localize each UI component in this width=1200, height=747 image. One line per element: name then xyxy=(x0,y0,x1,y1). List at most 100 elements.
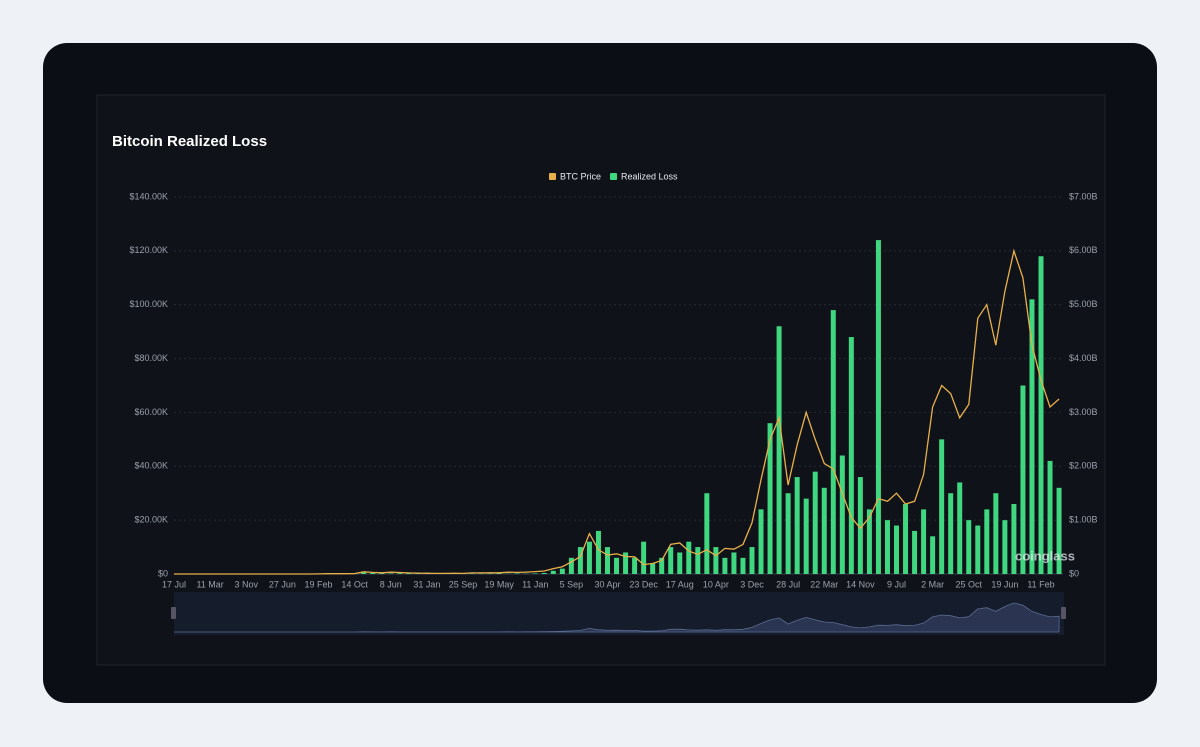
bar xyxy=(668,547,674,574)
price-line xyxy=(174,248,1060,575)
legend-label: BTC Price xyxy=(560,171,601,181)
bar xyxy=(370,572,376,574)
legend-swatch xyxy=(610,173,618,180)
x-tick-label: 31 Jan xyxy=(413,579,440,589)
y-tick-label: $140.00K xyxy=(129,191,168,201)
bar xyxy=(695,547,701,574)
bar xyxy=(1011,503,1017,574)
y2-tick-label: $5.00B xyxy=(1069,299,1098,309)
bar xyxy=(957,482,963,574)
bar xyxy=(704,493,710,574)
x-tick-label: 8 Jun xyxy=(380,579,402,589)
x-tick-label: 14 Nov xyxy=(846,579,875,589)
bar xyxy=(894,525,899,574)
bar xyxy=(939,439,945,574)
bar xyxy=(984,509,990,574)
bar xyxy=(568,557,574,574)
y2-tick-label: $6.00B xyxy=(1069,245,1098,255)
bar xyxy=(614,557,620,574)
bar xyxy=(903,503,909,574)
x-tick-label: 3 Nov xyxy=(234,579,258,589)
y2-tick-label: $1.00B xyxy=(1069,515,1098,525)
y-tick-label: $100.00K xyxy=(129,299,168,309)
bar xyxy=(803,498,809,574)
y-tick-label: $20.00K xyxy=(134,515,168,525)
bar xyxy=(930,536,936,574)
bar xyxy=(595,530,601,574)
bar xyxy=(993,493,999,574)
x-tick-label: 11 Feb xyxy=(1027,579,1054,589)
bar xyxy=(866,509,872,574)
bar xyxy=(767,423,773,574)
bar xyxy=(758,509,764,574)
bar xyxy=(966,520,972,574)
y-tick-label: $40.00K xyxy=(134,461,168,471)
bar xyxy=(541,572,547,574)
bar xyxy=(1047,460,1053,574)
bar xyxy=(388,573,394,574)
x-tick-label: 19 May xyxy=(484,579,514,589)
bar xyxy=(948,493,954,574)
bar xyxy=(550,570,556,574)
bar xyxy=(1002,520,1008,574)
y-tick-label: $60.00K xyxy=(134,407,168,417)
x-tick-label: 22 Mar xyxy=(810,579,838,589)
bar xyxy=(921,509,927,574)
x-tick-label: 10 Apr xyxy=(703,579,729,589)
bar xyxy=(785,493,791,574)
bar xyxy=(1038,256,1044,574)
bar xyxy=(821,487,827,574)
x-tick-label: 11 Jan xyxy=(522,579,548,589)
bar xyxy=(875,240,881,575)
overview-area xyxy=(174,602,1060,633)
y2-tick-label: $0 xyxy=(1069,568,1079,578)
bar xyxy=(397,573,403,574)
x-tick-label: 25 Sep xyxy=(449,579,478,589)
y-tick-label: $0 xyxy=(158,568,168,578)
bar xyxy=(686,541,692,574)
x-tick-label: 27 Jun xyxy=(269,579,296,589)
bar xyxy=(677,552,683,574)
x-tick-label: 19 Feb xyxy=(304,579,332,589)
zoom-handle[interactable] xyxy=(1061,607,1066,619)
y-tick-label: $120.00K xyxy=(129,245,168,255)
legend-label: Realized Loss xyxy=(621,171,678,181)
bar xyxy=(379,573,385,574)
bar xyxy=(1029,299,1035,574)
panel xyxy=(96,94,1106,666)
chart-title: Bitcoin Realized Loss xyxy=(112,133,267,150)
bar xyxy=(532,573,538,574)
bar xyxy=(605,547,610,574)
bar xyxy=(514,573,520,574)
bar xyxy=(659,557,665,574)
x-tick-label: 19 Jun xyxy=(991,579,1018,589)
zoom-handle[interactable] xyxy=(171,607,176,619)
bar xyxy=(975,525,981,574)
bar xyxy=(740,557,746,574)
bar xyxy=(713,547,719,574)
x-tick-label: 3 Dec xyxy=(740,579,764,589)
x-tick-label: 17 Aug xyxy=(666,579,694,589)
bar xyxy=(749,547,755,574)
bar xyxy=(848,337,854,574)
bar xyxy=(1056,487,1062,574)
bar xyxy=(776,326,782,574)
x-tick-label: 17 Jul xyxy=(162,579,186,589)
x-tick-label: 5 Sep xyxy=(560,579,584,589)
bar xyxy=(857,477,863,574)
x-tick-label: 25 Oct xyxy=(955,579,982,589)
bar xyxy=(632,557,638,574)
y2-tick-label: $7.00B xyxy=(1069,191,1098,201)
bar xyxy=(794,477,800,574)
bar xyxy=(830,310,836,574)
bar xyxy=(884,520,890,574)
y-tick-label: $80.00K xyxy=(134,353,168,363)
bar xyxy=(812,471,818,574)
bar xyxy=(496,573,502,574)
bar xyxy=(912,530,918,574)
x-tick-label: 23 Dec xyxy=(629,579,658,589)
x-tick-label: 11 Mar xyxy=(196,579,223,589)
bar xyxy=(722,557,728,574)
